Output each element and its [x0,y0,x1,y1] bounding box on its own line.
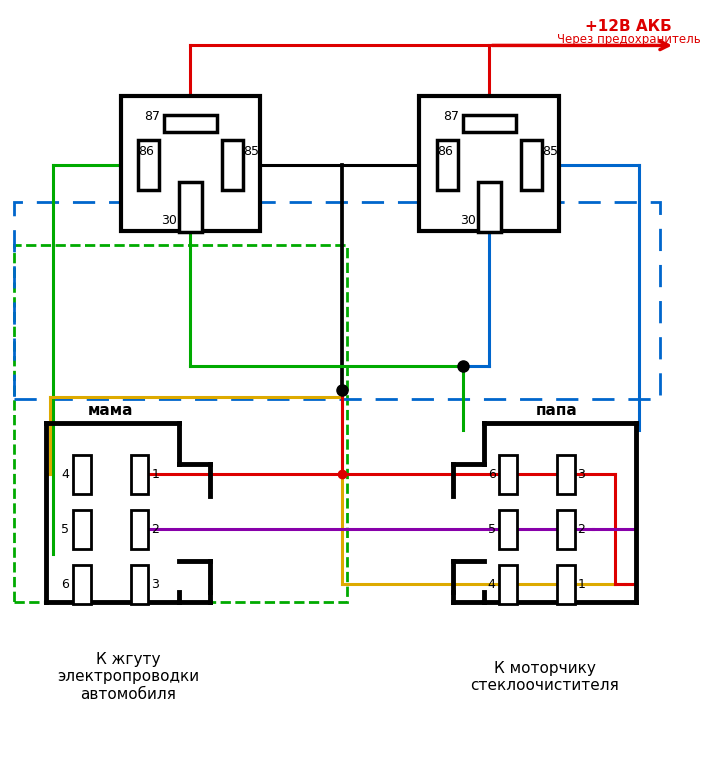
Bar [557,455,574,494]
Bar [520,140,542,190]
Text: 2: 2 [577,523,586,536]
Bar [138,140,159,190]
Text: +12В АКБ: +12В АКБ [585,19,672,33]
Text: 85: 85 [542,145,558,158]
Text: 3: 3 [577,468,586,481]
Text: 4: 4 [62,468,70,481]
Bar [121,96,261,231]
Text: 1: 1 [577,578,586,591]
Text: 6: 6 [62,578,70,591]
Text: 87: 87 [144,110,160,123]
Text: папа: папа [535,403,577,418]
Bar [73,455,91,494]
Text: 86: 86 [437,145,453,158]
Bar [73,510,91,549]
Bar [557,565,574,603]
Text: 2: 2 [151,523,159,536]
Bar [499,565,517,603]
Bar [131,455,148,494]
Text: мама: мама [88,403,133,418]
Text: 5: 5 [62,523,70,536]
Bar [499,455,517,494]
Text: Через предохранитель: Через предохранитель [557,33,701,46]
Bar [478,182,501,232]
Text: К жгуту
электропроводки
автомобиля: К жгуту электропроводки автомобиля [58,652,200,702]
Bar [557,510,574,549]
Bar [131,510,148,549]
Text: 86: 86 [138,145,154,158]
Text: 4: 4 [488,578,496,591]
Text: 30: 30 [460,214,476,228]
Bar [14,245,347,602]
Bar [499,510,517,549]
Bar [179,182,202,232]
Text: 30: 30 [161,214,177,228]
Bar [463,115,516,132]
Bar [222,140,243,190]
Text: К моторчику
стеклоочистителя: К моторчику стеклоочистителя [471,661,619,693]
Bar [73,565,91,603]
Bar [420,96,559,231]
Bar [131,565,148,603]
Bar [437,140,458,190]
Text: 3: 3 [151,578,159,591]
Text: 87: 87 [443,110,459,123]
Text: 1: 1 [151,468,159,481]
Text: 5: 5 [488,523,496,536]
Bar [14,202,660,399]
Text: 85: 85 [243,145,259,158]
Bar [164,115,217,132]
Text: 6: 6 [488,468,496,481]
